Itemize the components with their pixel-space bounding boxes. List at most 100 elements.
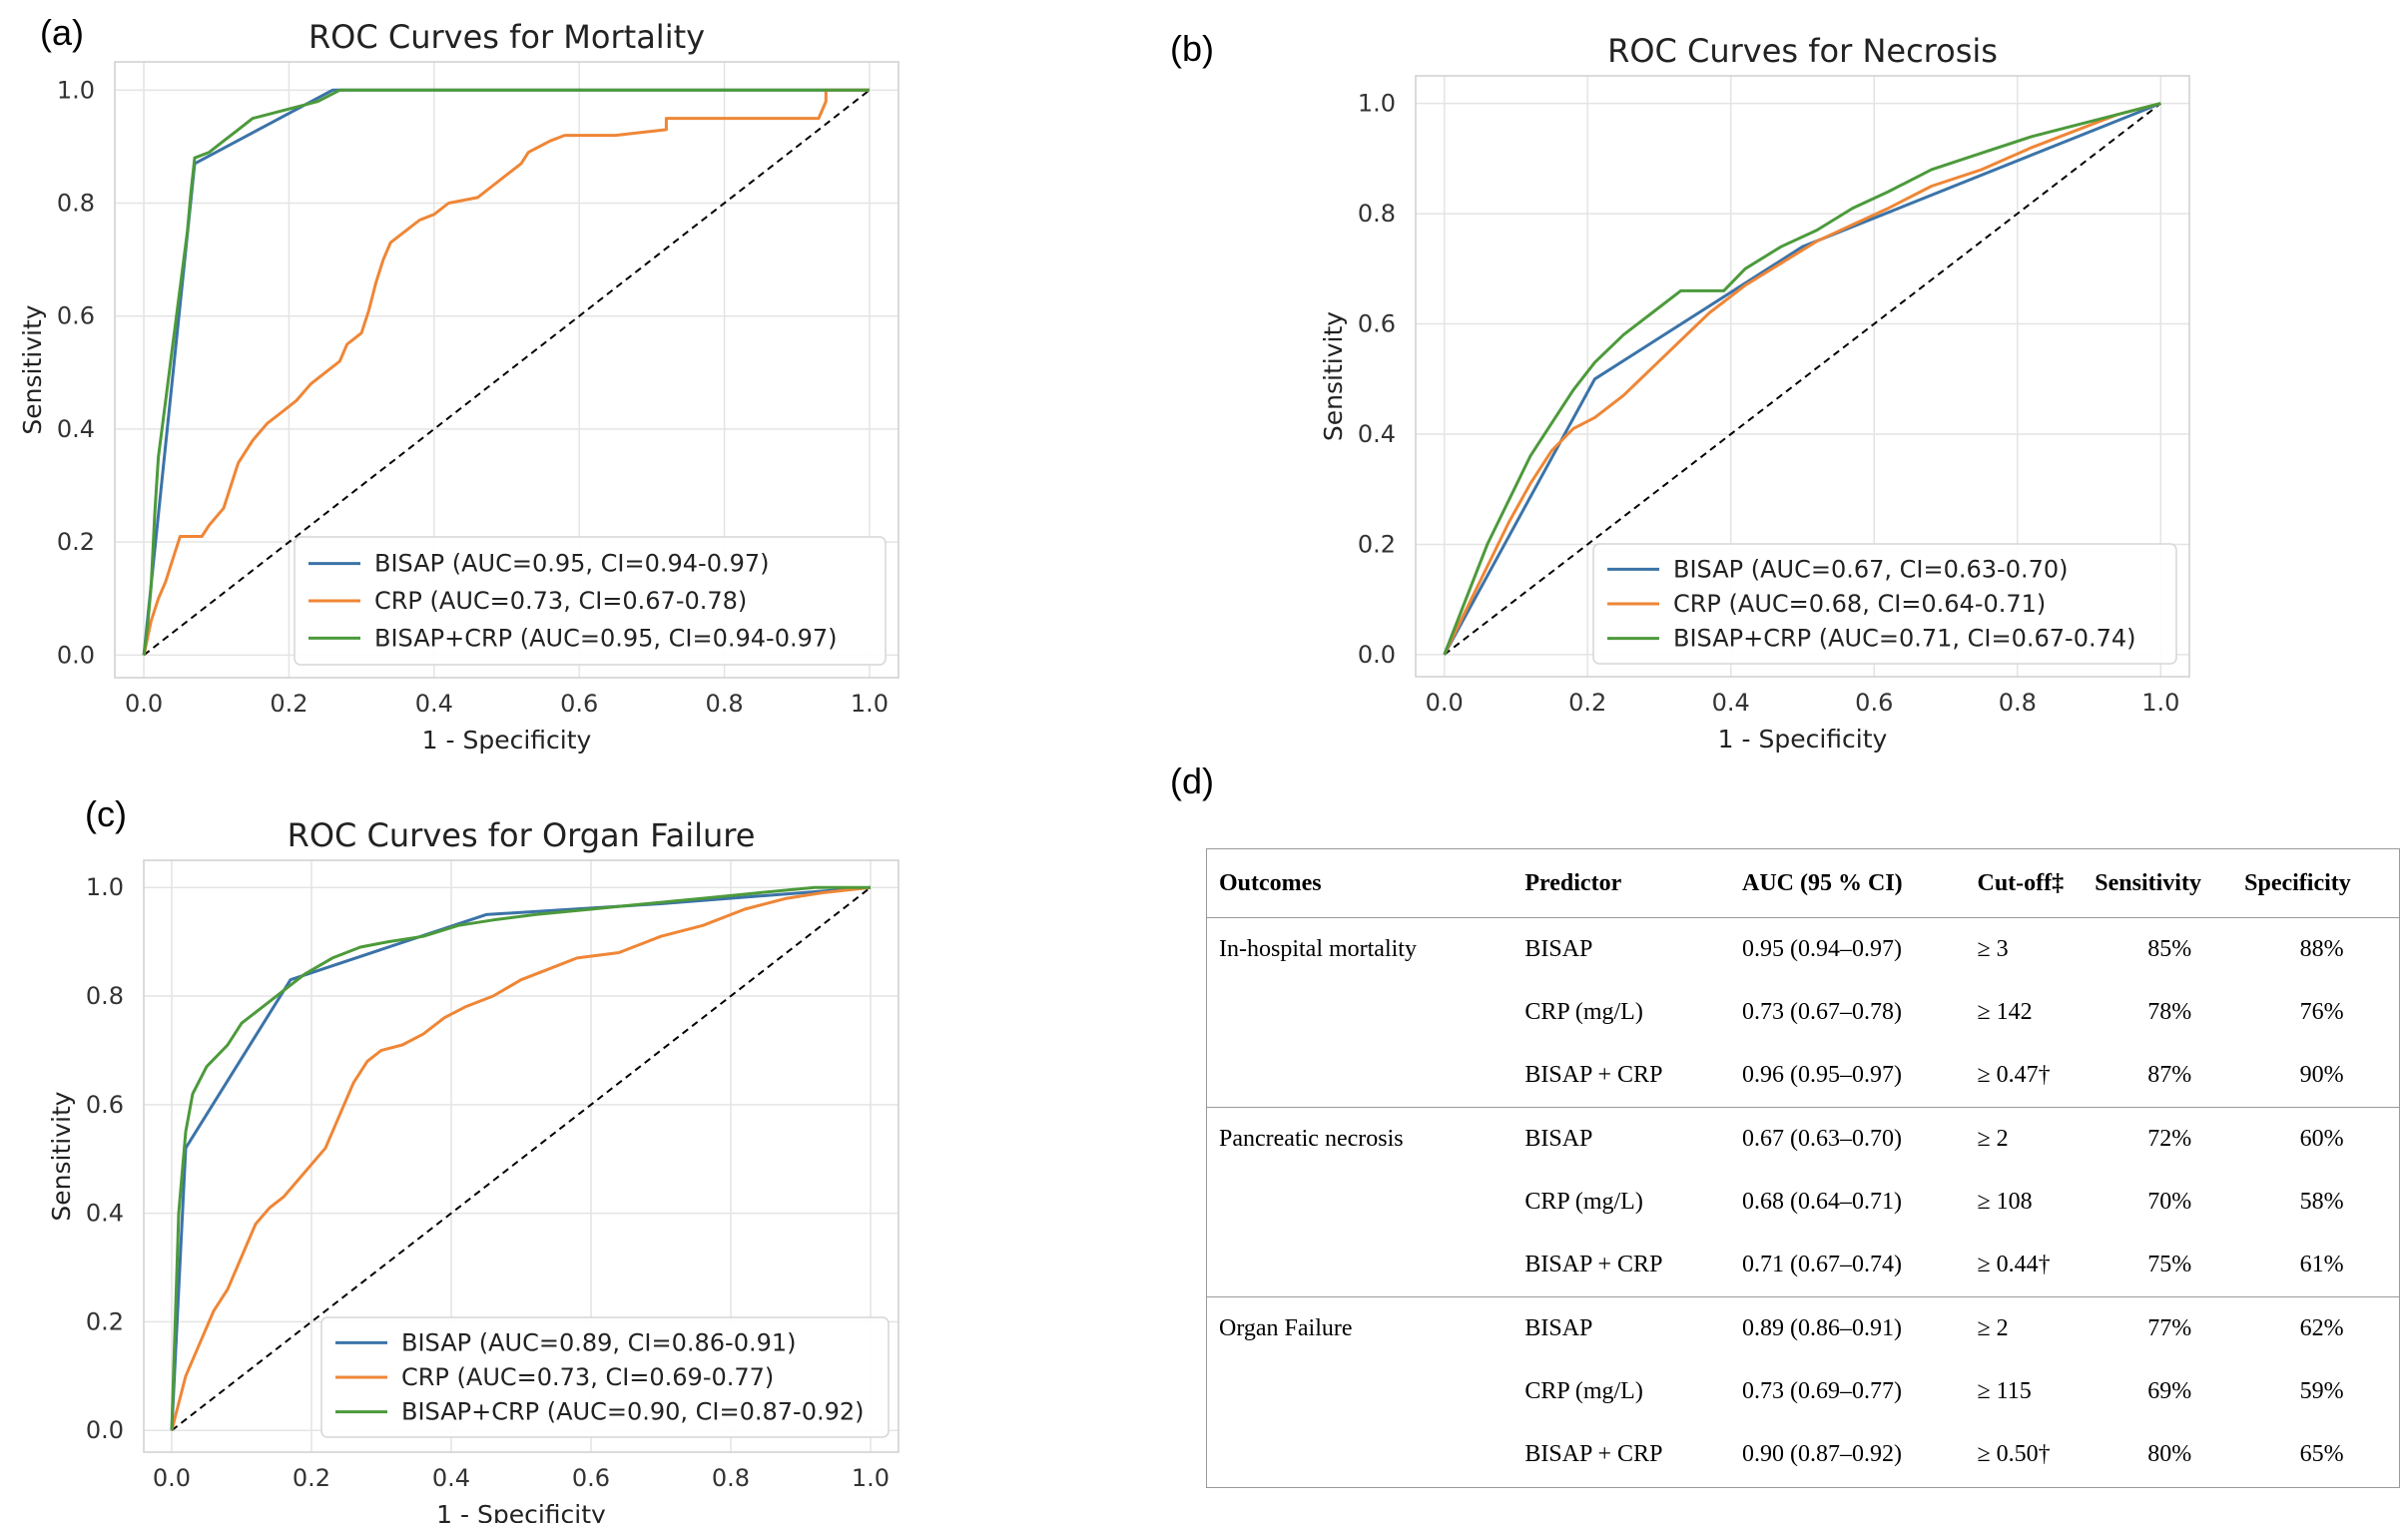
x-tick-label: 0.0 (1426, 689, 1464, 717)
outcome-cell (1207, 1044, 1513, 1108)
table-row: BISAP + CRP 0.96 (0.95–0.97) ≥ 0.47† 87% 90% (1207, 1044, 2399, 1108)
specificity-cell: 88% (2299, 936, 2344, 962)
roc-curve-series (1443, 102, 2161, 656)
sensitivity-cell: 80% (2147, 1441, 2192, 1467)
x-tick-label: 1.0 (2141, 689, 2179, 717)
roc-curve-series (170, 885, 872, 1431)
y-tick-label: 0.2 (86, 1307, 124, 1335)
chart-title: ROC Curves for Mortality (308, 18, 705, 56)
header-cutoff: Cut-off‡ (1965, 849, 2096, 918)
outcome-cell (1207, 981, 1512, 1044)
auc-cell: 0.73 (0.67–0.78) (1742, 999, 1902, 1025)
x-tick-label: 0.2 (270, 690, 307, 718)
y-tick-label: 0.0 (86, 1416, 124, 1444)
y-tick-label: 0.8 (1358, 200, 1396, 228)
table-row: CRP (mg/L) 0.73 (0.67–0.78) ≥ 142 78% 76% (1207, 981, 2399, 1044)
x-tick-label: 0.4 (415, 690, 453, 718)
sensitivity-cell: 85% (2147, 936, 2192, 962)
chart-a: 0.0 0.2 0.4 0.6 0.8 1.0 0.0 0.2 0.4 0.6 0.8 1.0 ROC … (18, 18, 900, 755)
legend-entry: CRP (AUC=0.68, CI=0.64-0.71) (1673, 590, 2046, 618)
auc-cell: 0.90 (0.87–0.92) (1742, 1441, 1902, 1467)
y-tick-label: 0.0 (57, 641, 95, 669)
panel-label-c: (c) (85, 793, 127, 834)
plot-frame (1415, 75, 2190, 678)
header-predictor: Predictor (1512, 849, 1731, 918)
roc-curve-series (1443, 102, 2161, 656)
plot-frame (114, 61, 900, 679)
auc-cell: 0.71 (0.67–0.74) (1730, 1234, 1966, 1297)
legend-entry: CRP (AUC=0.73, CI=0.67-0.78) (374, 587, 747, 615)
auc-cell: 0.89 (0.86–0.91) (1742, 1315, 1902, 1341)
y-tick-label: 0.8 (57, 190, 95, 218)
chart-title: ROC Curves for Organ Failure (288, 816, 756, 854)
panel-label-d: (d) (1170, 761, 1214, 801)
x-tick-label: 1.0 (852, 1464, 890, 1492)
outcome-cell: Organ Failure (1219, 1315, 1353, 1341)
auc-cell: 0.68 (0.64–0.71) (1742, 1189, 1902, 1215)
chance-diagonal (143, 89, 871, 657)
legend-box (294, 536, 887, 666)
predictor-cell: BISAP (1524, 936, 1593, 962)
table-row: CRP (mg/L) 0.73 (0.69–0.77) ≥ 115 69% 59% (1207, 1360, 2399, 1423)
table-row: BISAP + CRP 0.90 (0.87–0.92) ≥ 0.50† 80% 65% (1207, 1423, 2399, 1486)
legend-entry: BISAP+CRP (AUC=0.71, CI=0.67-0.74) (1673, 625, 2136, 653)
sensitivity-cell: 77% (2147, 1315, 2192, 1341)
predictor-cell: BISAP (1524, 1315, 1593, 1341)
chart-title: ROC Curves for Necrosis (1607, 32, 1998, 70)
y-axis-label: Sensitivity (18, 304, 47, 434)
legend-box (1592, 543, 2177, 665)
outcome-cell: In-hospital mortality (1219, 936, 1417, 962)
roc-curve-series (142, 88, 870, 656)
specificity-cell: 65% (2299, 1441, 2344, 1467)
sensitivity-cell: 70% (2147, 1189, 2192, 1215)
specificity-cell: 76% (2299, 999, 2344, 1025)
legend: BISAP (AUC=0.95, CI=0.94-0.97) CRP (AUC=0… (294, 536, 887, 666)
x-tick-label: 0.4 (1712, 689, 1750, 717)
y-tick-label: 0.4 (57, 415, 95, 443)
header-specificity: Specificity (2244, 849, 2399, 918)
table-row: In-hospital mortality BISAP 0.95 (0.94–0.9… (1207, 918, 2399, 982)
outcome-cell (1207, 1423, 1512, 1486)
legend-entry: BISAP (AUC=0.89, CI=0.86-0.91) (401, 1328, 797, 1356)
x-axis-label: 1 - Specificity (1718, 725, 1888, 754)
sensitivity-cell: 87% (2095, 1044, 2245, 1108)
y-tick-label: 0.6 (86, 1091, 124, 1119)
outcome-cell (1207, 1360, 1512, 1423)
specificity-cell: 58% (2299, 1189, 2344, 1215)
predictor-cell: BISAP (1524, 1126, 1593, 1152)
sensitivity-cell: 69% (2147, 1378, 2192, 1404)
chart-c: 0.0 0.2 0.4 0.6 0.8 1.0 0.0 0.2 0.4 0.6 0.8 1.0 ROC … (47, 816, 900, 1523)
cutoff-cell: ≥ 0.47† (1965, 1044, 2096, 1108)
specificity-cell: 62% (2299, 1315, 2344, 1341)
legend-entry: BISAP+CRP (AUC=0.95, CI=0.94-0.97) (374, 624, 838, 652)
table-row: Organ Failure BISAP 0.89 (0.86–0.91) ≥ 2 77%… (1207, 1297, 2399, 1361)
x-tick-label: 0.2 (1568, 689, 1606, 717)
predictor-cell: BISAP + CRP (1512, 1044, 1731, 1108)
predictor-cell: BISAP + CRP (1512, 1234, 1731, 1297)
legend-entry: BISAP+CRP (AUC=0.90, CI=0.87-0.92) (401, 1398, 865, 1426)
predictor-cell: CRP (mg/L) (1524, 1378, 1643, 1404)
x-tick-label: 0.0 (153, 1464, 191, 1492)
panel-label-a: (a) (40, 12, 84, 53)
y-tick-label: 0.6 (1358, 310, 1396, 338)
legend-entry: BISAP (AUC=0.67, CI=0.63-0.70) (1673, 555, 2069, 583)
roc-curve-series (170, 885, 871, 1431)
specificity-cell: 60% (2299, 1126, 2344, 1152)
specificity-cell: 61% (2244, 1234, 2399, 1297)
legend-entry: BISAP (AUC=0.95, CI=0.94-0.97) (374, 550, 770, 578)
x-tick-label: 0.8 (705, 690, 743, 718)
y-tick-label: 1.0 (1358, 90, 1396, 118)
y-axis-label: Sensitivity (1319, 311, 1348, 441)
table-row: Pancreatic necrosis BISAP 0.67 (0.63–0.70)… (1207, 1108, 2399, 1172)
auc-cell: 0.95 (0.94–0.97) (1742, 936, 1902, 962)
x-tick-label: 0.6 (560, 690, 598, 718)
cutoff-cell: ≥ 0.50† (1977, 1441, 2051, 1467)
auc-cell: 0.96 (0.95–0.97) (1730, 1044, 1966, 1108)
predictor-cell: BISAP + CRP (1524, 1441, 1663, 1467)
header-outcomes: Outcomes (1207, 849, 1513, 918)
x-tick-label: 1.0 (851, 690, 889, 718)
table-row: BISAP + CRP 0.71 (0.67–0.74) ≥ 0.44† 75% 61% (1207, 1234, 2399, 1297)
specificity-cell: 90% (2244, 1044, 2399, 1108)
outcome-cell (1207, 1171, 1512, 1234)
